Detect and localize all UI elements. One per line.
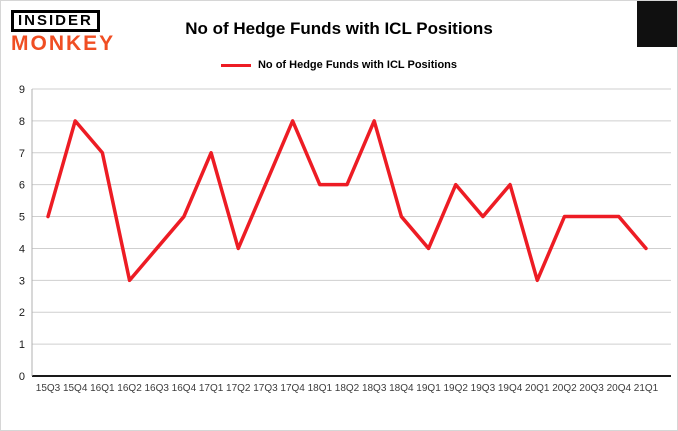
x-tick-label: 20Q1 (525, 383, 550, 394)
x-tick-label: 19Q1 (416, 383, 441, 394)
y-tick-label: 7 (19, 148, 25, 160)
chart-legend: No of Hedge Funds with ICL Positions (1, 59, 677, 71)
x-tick-label: 18Q1 (308, 383, 333, 394)
insider-monkey-logo: INSIDER MONKEY (11, 10, 115, 55)
legend-label: No of Hedge Funds with ICL Positions (257, 59, 457, 71)
x-tick-label: 16Q4 (172, 383, 197, 394)
x-tick-label: 18Q3 (362, 383, 387, 394)
x-tick-label: 19Q2 (443, 383, 468, 394)
legend-line-swatch (220, 63, 251, 67)
y-tick-label: 9 (19, 84, 25, 96)
y-tick-label: 8 (19, 116, 25, 128)
y-tick-label: 3 (19, 275, 25, 287)
y-tick-label: 1 (19, 339, 25, 351)
x-tick-label: 17Q1 (199, 383, 224, 394)
x-tick-label: 20Q2 (552, 383, 577, 394)
x-tick-label: 17Q2 (226, 383, 251, 394)
x-tick-label: 21Q1 (634, 383, 659, 394)
x-tick-label: 18Q4 (389, 383, 414, 394)
x-tick-label: 15Q3 (36, 383, 61, 394)
x-tick-label: 16Q1 (90, 383, 115, 394)
y-tick-label: 6 (19, 180, 25, 192)
x-tick-label: 16Q3 (144, 383, 169, 394)
data-series-line (46, 119, 648, 283)
x-tick-label: 19Q4 (498, 383, 523, 394)
y-tick-label: 2 (19, 307, 25, 319)
x-tick-label: 17Q4 (280, 383, 305, 394)
x-tick-label: 18Q2 (335, 383, 360, 394)
x-tick-label: 16Q2 (117, 383, 142, 394)
logo-insider-text: INSIDER (11, 10, 100, 32)
x-tick-label: 20Q3 (579, 383, 604, 394)
x-tick-label: 20Q4 (607, 383, 632, 394)
y-tick-label: 4 (19, 243, 25, 255)
chart-title: No of Hedge Funds with ICL Positions (185, 19, 493, 38)
corner-black-box (637, 1, 677, 47)
logo-monkey-text: MONKEY (11, 31, 116, 55)
x-tick-label: 19Q3 (471, 383, 496, 394)
x-tick-label: 15Q4 (63, 383, 88, 394)
x-tick-label: 17Q3 (253, 383, 278, 394)
y-tick-label: 0 (19, 371, 25, 383)
y-tick-label: 5 (19, 212, 25, 224)
